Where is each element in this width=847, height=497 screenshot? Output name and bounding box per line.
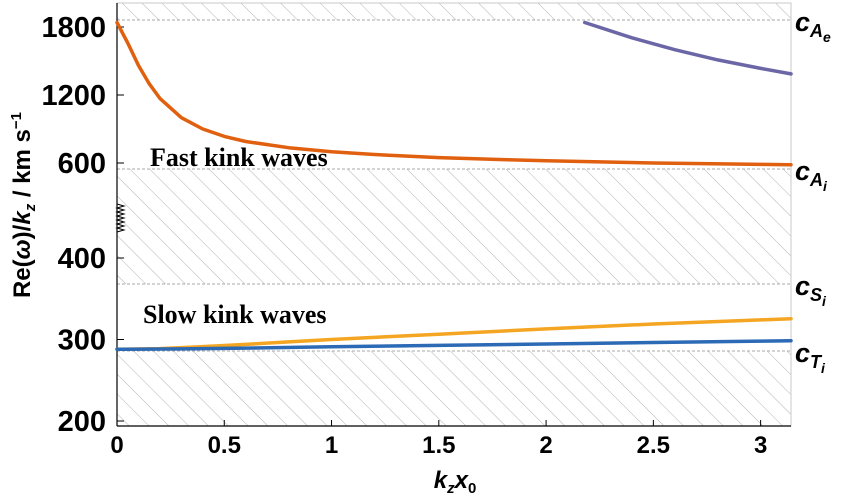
y-tick-label: 600 [58, 148, 106, 180]
y-tick-label: 300 [58, 325, 106, 357]
speed-label-cAi: cAi [795, 156, 828, 194]
hatch-band-below-cTi [117, 351, 791, 426]
x-tick-label: 1 [325, 432, 338, 459]
series-line-fast-kink-upper [582, 20, 793, 76]
speed-label-cTi: cTi [795, 338, 826, 376]
hatch-band-cAi-to-cSi [117, 169, 791, 284]
y-tick-label: 1200 [41, 80, 106, 112]
speed-label-cSi: cSi [795, 271, 827, 309]
slow-kink-label: Slow kink waves [143, 300, 327, 329]
hatch-band-above-cAe [117, 3, 791, 20]
series-line-slow-kink-slow-branch [115, 338, 793, 352]
y-tick-label: 1800 [41, 12, 106, 44]
fast-kink-label: Fast kink waves [150, 143, 328, 172]
axis-break-marker [115, 203, 126, 233]
y-axis-label: Re(ω)/kz / km s−1 [8, 112, 39, 298]
x-tick-label: 1.5 [422, 432, 455, 459]
x-axis-label: kzx0 [434, 467, 477, 497]
x-tick-label: 0.5 [208, 432, 241, 459]
x-tick-label: 2 [539, 432, 552, 459]
speed-label-cAe: cAe [795, 7, 831, 45]
y-tick-label: 400 [58, 243, 106, 275]
x-tick-label: 3 [754, 432, 767, 459]
y-tick-label: 200 [58, 406, 106, 438]
x-tick-label: 2.5 [637, 432, 670, 459]
x-tick-label: 0 [110, 432, 123, 459]
series-line-fast-kink [115, 20, 793, 167]
